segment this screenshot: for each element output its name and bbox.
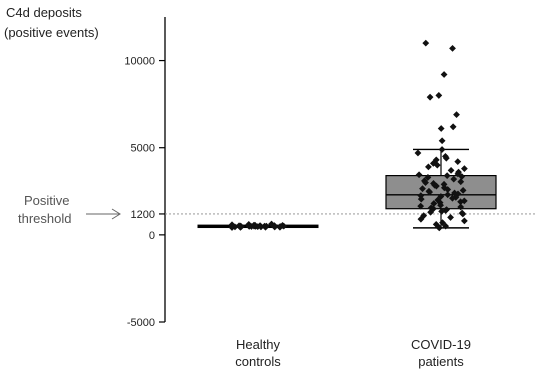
data-point xyxy=(426,188,433,196)
data-point xyxy=(458,173,466,180)
data-point xyxy=(415,171,423,179)
data-point xyxy=(449,44,456,52)
data-point xyxy=(268,220,275,228)
data-point xyxy=(459,187,467,194)
data-point xyxy=(453,111,460,118)
data-point xyxy=(427,208,434,216)
data-point xyxy=(414,149,422,157)
data-point xyxy=(442,154,450,162)
points-layer xyxy=(228,39,468,232)
data-point xyxy=(419,185,426,193)
data-point xyxy=(447,214,454,221)
data-point xyxy=(276,223,284,230)
y-tick-label: 0 xyxy=(149,230,155,242)
data-point xyxy=(422,39,430,47)
data-point xyxy=(435,92,443,99)
threshold-label-line2: threshold xyxy=(18,211,71,226)
data-point xyxy=(450,175,458,183)
data-point xyxy=(250,222,258,230)
data-point xyxy=(433,161,441,169)
y-tick-label: -5000 xyxy=(127,317,155,329)
x-category-label-healthy-line1: Healthy xyxy=(236,337,281,352)
data-point xyxy=(237,223,244,231)
data-point xyxy=(417,215,425,223)
data-point xyxy=(438,137,446,145)
data-point xyxy=(449,123,457,131)
y-axis: -5000 0 1200 5000 10000 xyxy=(124,17,166,329)
data-point xyxy=(460,217,468,225)
data-point xyxy=(435,224,443,232)
data-point xyxy=(437,125,445,132)
data-point xyxy=(228,221,236,229)
y-axis-title-line2: (positive events) xyxy=(4,25,99,40)
data-point xyxy=(422,179,429,186)
threshold-arrow-icon xyxy=(86,208,121,220)
data-point xyxy=(438,146,446,153)
y-tick-label: 10000 xyxy=(124,56,155,68)
data-point xyxy=(438,207,446,215)
data-point xyxy=(262,222,270,230)
data-point xyxy=(424,173,432,181)
data-point xyxy=(459,210,467,218)
data-point xyxy=(425,163,432,171)
data-point xyxy=(430,200,438,207)
data-point xyxy=(460,165,468,173)
data-point xyxy=(426,93,434,101)
data-point xyxy=(442,222,450,230)
x-category-label-covid-line1: COVID-19 xyxy=(411,337,471,352)
data-point xyxy=(457,198,464,206)
y-axis-title-line1: C4d deposits xyxy=(6,5,82,20)
y-tick-label: 1200 xyxy=(131,209,155,221)
y-tick-label: 5000 xyxy=(131,143,155,155)
data-point xyxy=(454,158,462,166)
data-point xyxy=(449,194,456,202)
data-point xyxy=(444,191,452,199)
data-point xyxy=(447,166,455,174)
x-category-label-covid-line2: patients xyxy=(418,354,464,369)
threshold-label-line1: Positive xyxy=(24,193,70,208)
data-point xyxy=(417,202,425,210)
data-point xyxy=(440,71,448,78)
data-point xyxy=(433,182,440,190)
data-point xyxy=(457,203,465,211)
data-point xyxy=(457,178,465,186)
data-point xyxy=(417,195,425,203)
data-point xyxy=(245,222,253,230)
x-category-label-healthy-line2: controls xyxy=(235,354,281,369)
